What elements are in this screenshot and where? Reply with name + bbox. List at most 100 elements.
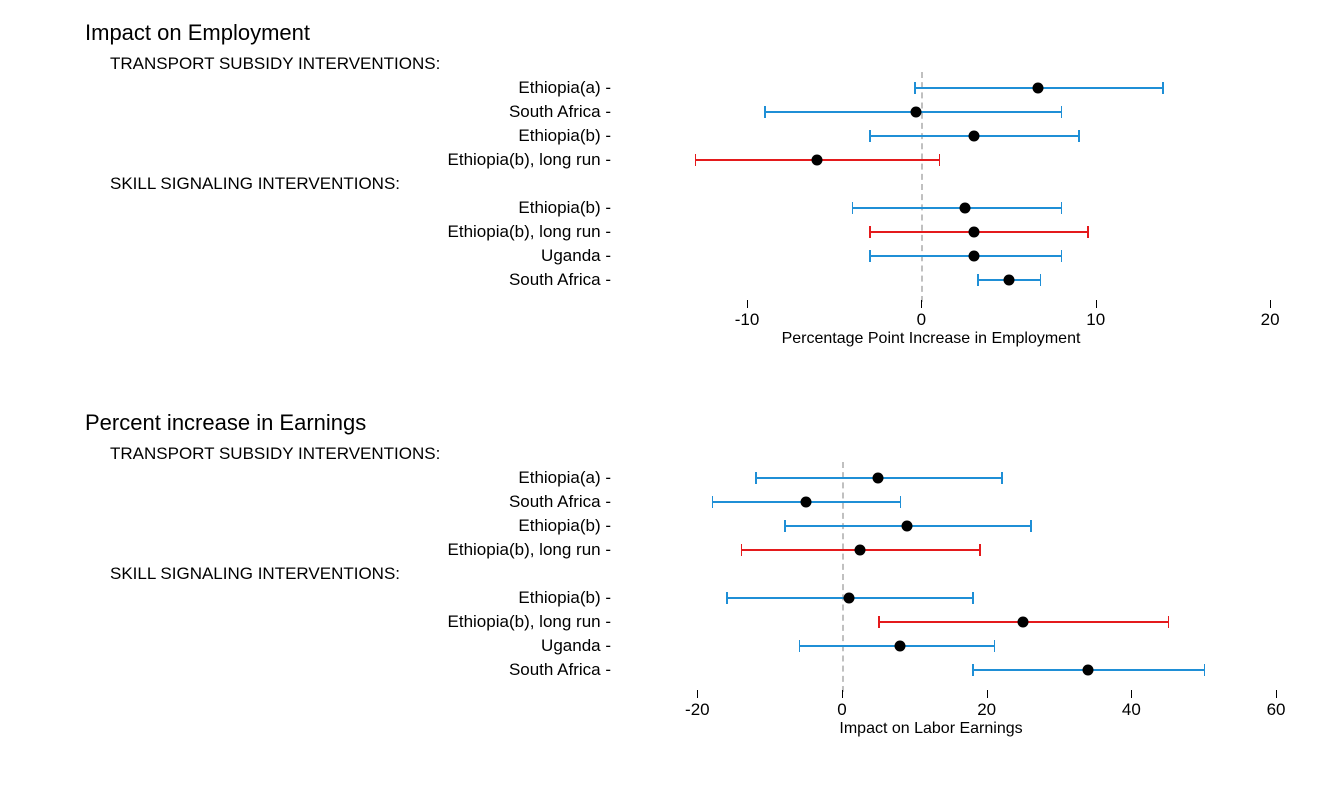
row-label-text: Uganda xyxy=(541,246,601,265)
row-label-text: Ethiopia(b) xyxy=(518,516,600,535)
x-tick-label: 0 xyxy=(837,700,846,720)
ci-cap-low xyxy=(869,130,871,142)
group-header: SKILL SIGNALING INTERVENTIONS: xyxy=(110,174,400,194)
row-label-text: Ethiopia(b) xyxy=(518,198,600,217)
row-label: Ethiopia(b) - xyxy=(518,126,611,146)
ci-cap-high xyxy=(1030,520,1032,532)
point-estimate xyxy=(855,545,866,556)
row-label-text: Ethiopia(b), long run xyxy=(448,150,601,169)
x-tick xyxy=(747,300,748,308)
ci-cap-low xyxy=(869,226,871,238)
x-axis-label: Impact on Labor Earnings xyxy=(839,720,1022,738)
row-label-text: Ethiopia(b), long run xyxy=(448,612,601,631)
panel-employment: Impact on Employment TRANSPORT SUBSIDY IN… xyxy=(85,20,1265,380)
row-dash: - xyxy=(601,660,611,679)
x-tick-label: 10 xyxy=(1086,310,1105,330)
x-tick xyxy=(1270,300,1271,308)
row-label: Ethiopia(a) - xyxy=(518,78,611,98)
row-dash: - xyxy=(601,588,611,607)
row-label: Ethiopia(b), long run - xyxy=(448,150,611,170)
ci-cap-high xyxy=(1078,130,1080,142)
ci-cap-low xyxy=(712,496,714,508)
point-estimate xyxy=(1033,83,1044,94)
x-tick-label: 40 xyxy=(1122,700,1141,720)
ci-cap-low xyxy=(726,592,728,604)
row-dash: - xyxy=(601,78,611,97)
zero-reference-line xyxy=(842,462,844,692)
row-dash: - xyxy=(601,126,611,145)
ci-cap-high xyxy=(994,640,996,652)
row-label-text: South Africa xyxy=(509,270,601,289)
point-estimate xyxy=(1003,275,1014,286)
x-axis-label: Percentage Point Increase in Employment xyxy=(782,330,1081,348)
row-label: Ethiopia(b) - xyxy=(518,588,611,608)
ci-cap-low xyxy=(695,154,697,166)
x-tick xyxy=(1096,300,1097,308)
point-estimate xyxy=(968,251,979,262)
ci-cap-low xyxy=(784,520,786,532)
ci-cap-low xyxy=(799,640,801,652)
confidence-interval-bar xyxy=(852,207,1061,209)
ci-cap-high xyxy=(900,496,902,508)
ci-cap-low xyxy=(869,250,871,262)
row-dash: - xyxy=(601,492,611,511)
ci-cap-low xyxy=(977,274,979,286)
row-dash: - xyxy=(601,246,611,265)
zero-reference-line xyxy=(921,72,923,302)
row-dash: - xyxy=(601,270,611,289)
row-dash: - xyxy=(601,540,611,559)
x-tick xyxy=(842,690,843,698)
row-label-text: Ethiopia(b) xyxy=(518,588,600,607)
row-label-text: South Africa xyxy=(509,102,601,121)
x-tick xyxy=(987,690,988,698)
x-tick-label: 0 xyxy=(917,310,926,330)
row-label-text: Ethiopia(a) xyxy=(518,78,600,97)
ci-cap-high xyxy=(1061,202,1063,214)
row-label-text: South Africa xyxy=(509,660,601,679)
ci-cap-high xyxy=(1061,106,1063,118)
ci-cap-high xyxy=(1001,472,1003,484)
confidence-interval-bar xyxy=(869,255,1061,257)
row-label-text: Ethiopia(b), long run xyxy=(448,540,601,559)
row-label: Ethiopia(b), long run - xyxy=(448,222,611,242)
x-tick xyxy=(697,690,698,698)
row-label-text: South Africa xyxy=(509,492,601,511)
x-tick-label: -10 xyxy=(735,310,760,330)
row-label: Uganda - xyxy=(541,246,611,266)
row-dash: - xyxy=(601,198,611,217)
row-dash: - xyxy=(601,612,611,631)
row-dash: - xyxy=(601,636,611,655)
row-label-text: Uganda xyxy=(541,636,601,655)
row-dash: - xyxy=(601,102,611,121)
row-label: South Africa - xyxy=(509,102,611,122)
row-dash: - xyxy=(601,150,611,169)
point-estimate xyxy=(1017,617,1028,628)
row-label-text: Ethiopia(a) xyxy=(518,468,600,487)
ci-cap-low xyxy=(914,82,916,94)
point-estimate xyxy=(960,203,971,214)
group-header: TRANSPORT SUBSIDY INTERVENTIONS: xyxy=(110,54,440,74)
row-label: South Africa - xyxy=(509,660,611,680)
row-label: South Africa - xyxy=(509,492,611,512)
point-estimate xyxy=(844,593,855,604)
row-dash: - xyxy=(601,516,611,535)
panel-title: Impact on Employment xyxy=(85,20,310,46)
point-estimate xyxy=(911,107,922,118)
row-label: Ethiopia(a) - xyxy=(518,468,611,488)
row-label: Ethiopia(b), long run - xyxy=(448,612,611,632)
ci-cap-high xyxy=(1204,664,1206,676)
ci-cap-high xyxy=(972,592,974,604)
panel-earnings: Percent increase in EarningsTRANSPORT SU… xyxy=(85,410,1265,770)
point-estimate xyxy=(894,641,905,652)
row-label-text: Ethiopia(b), long run xyxy=(448,222,601,241)
point-estimate xyxy=(968,131,979,142)
x-tick xyxy=(1276,690,1277,698)
ci-cap-high xyxy=(1040,274,1042,286)
row-label-text: Ethiopia(b) xyxy=(518,126,600,145)
panel-title: Percent increase in Earnings xyxy=(85,410,366,436)
x-tick-label: 60 xyxy=(1267,700,1286,720)
row-dash: - xyxy=(601,222,611,241)
x-tick-label: -20 xyxy=(685,700,710,720)
ci-cap-low xyxy=(741,544,743,556)
x-tick xyxy=(1131,690,1132,698)
